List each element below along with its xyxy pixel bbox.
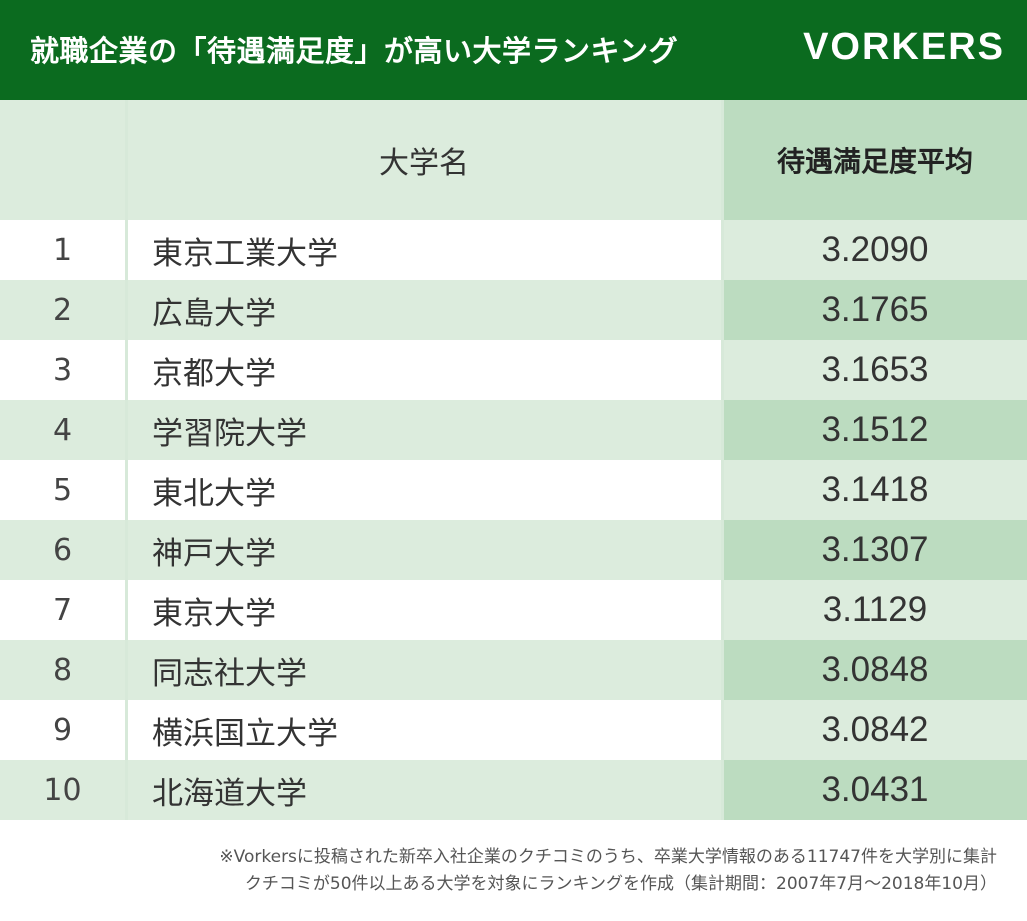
rank-cell: 8 — [52, 652, 73, 688]
column-divider — [721, 280, 724, 340]
title-banner: 就職企業の「待遇満足度」が高い大学ランキング VORKERS — [0, 0, 1027, 100]
score-cell: 3.1765 — [723, 280, 1027, 340]
rank-cell: 9 — [52, 712, 73, 748]
table-row: 1 東京工業大学 3.2090 — [0, 220, 1027, 280]
column-divider — [721, 640, 724, 700]
university-name-cell: 京都大学 — [152, 355, 276, 392]
score-cell: 3.0431 — [723, 760, 1027, 820]
table-row: 9 横浜国立大学 3.0842 — [0, 700, 1027, 760]
score-cell: 3.1307 — [723, 520, 1027, 580]
rank-cell: 4 — [52, 412, 73, 448]
score-cell: 3.1418 — [723, 460, 1027, 520]
column-divider — [125, 100, 128, 220]
vorkers-logo: VORKERS — [803, 26, 1005, 68]
university-name-cell: 東京工業大学 — [152, 235, 338, 272]
score-cell: 3.1129 — [723, 580, 1027, 640]
score-cell: 3.0848 — [723, 640, 1027, 700]
footnote-line-1: ※Vorkersに投稿された新卒入社企業のクチコミのうち、卒業大学情報のある11… — [219, 847, 997, 867]
table-row: 8 同志社大学 3.0848 — [0, 640, 1027, 700]
score-cell: 3.2090 — [723, 220, 1027, 280]
rank-cell: 5 — [52, 472, 73, 508]
column-divider — [721, 220, 724, 280]
footnote-line-2: クチコミが50件以上ある大学を対象にランキングを作成（集計期間：2007年7月〜… — [244, 874, 997, 894]
rank-cell: 10 — [43, 772, 82, 808]
ranking-table: 大学名 待遇満足度平均 1 東京工業大学 3.2090 2 広島大学 3.1765 3 京都大… — [0, 100, 1027, 820]
column-divider — [125, 700, 128, 760]
table-row: 6 神戸大学 3.1307 — [0, 520, 1027, 580]
table-row: 10 北海道大学 3.0431 — [0, 760, 1027, 820]
rank-column-header — [0, 100, 125, 220]
footnote: ※Vorkersに投稿された新卒入社企業のクチコミのうち、卒業大学情報のある11… — [17, 844, 997, 898]
column-divider — [721, 760, 724, 820]
university-column-header: 大学名 — [379, 146, 469, 181]
column-divider — [125, 640, 128, 700]
university-name-cell: 横浜国立大学 — [152, 715, 338, 752]
university-name-cell: 東北大学 — [152, 475, 276, 512]
column-divider — [721, 340, 724, 400]
chart-title: 就職企業の「待遇満足度」が高い大学ランキング — [30, 34, 679, 68]
column-divider — [125, 400, 128, 460]
column-divider — [721, 400, 724, 460]
university-name-cell: 学習院大学 — [152, 415, 307, 452]
table-row: 4 学習院大学 3.1512 — [0, 400, 1027, 460]
table-row: 2 広島大学 3.1765 — [0, 280, 1027, 340]
score-column-header: 待遇満足度平均 — [723, 100, 1027, 220]
rank-cell: 6 — [52, 532, 73, 568]
column-divider — [125, 280, 128, 340]
score-cell: 3.1512 — [723, 400, 1027, 460]
column-divider — [125, 220, 128, 280]
rank-cell: 1 — [52, 232, 73, 268]
column-divider — [721, 700, 724, 760]
table-header-row: 大学名 待遇満足度平均 — [0, 100, 1027, 220]
rank-cell: 2 — [52, 292, 73, 328]
university-name-cell: 北海道大学 — [152, 775, 307, 812]
table-row: 5 東北大学 3.1418 — [0, 460, 1027, 520]
university-name-cell: 広島大学 — [152, 295, 276, 332]
table-body: 1 東京工業大学 3.2090 2 広島大学 3.1765 3 京都大学 3.1653 4 学習院大… — [0, 220, 1027, 820]
university-name-cell: 東京大学 — [152, 595, 276, 632]
university-name-cell: 神戸大学 — [152, 535, 276, 572]
column-divider — [125, 580, 128, 640]
column-divider — [721, 100, 724, 220]
column-divider — [125, 460, 128, 520]
column-divider — [125, 760, 128, 820]
rank-cell: 3 — [52, 352, 73, 388]
column-divider — [125, 520, 128, 580]
score-cell: 3.1653 — [723, 340, 1027, 400]
column-divider — [721, 580, 724, 640]
university-name-cell: 同志社大学 — [152, 655, 307, 692]
column-divider — [721, 460, 724, 520]
table-row: 3 京都大学 3.1653 — [0, 340, 1027, 400]
column-divider — [125, 340, 128, 400]
rank-cell: 7 — [52, 592, 73, 628]
table-row: 7 東京大学 3.1129 — [0, 580, 1027, 640]
score-cell: 3.0842 — [723, 700, 1027, 760]
column-divider — [721, 520, 724, 580]
